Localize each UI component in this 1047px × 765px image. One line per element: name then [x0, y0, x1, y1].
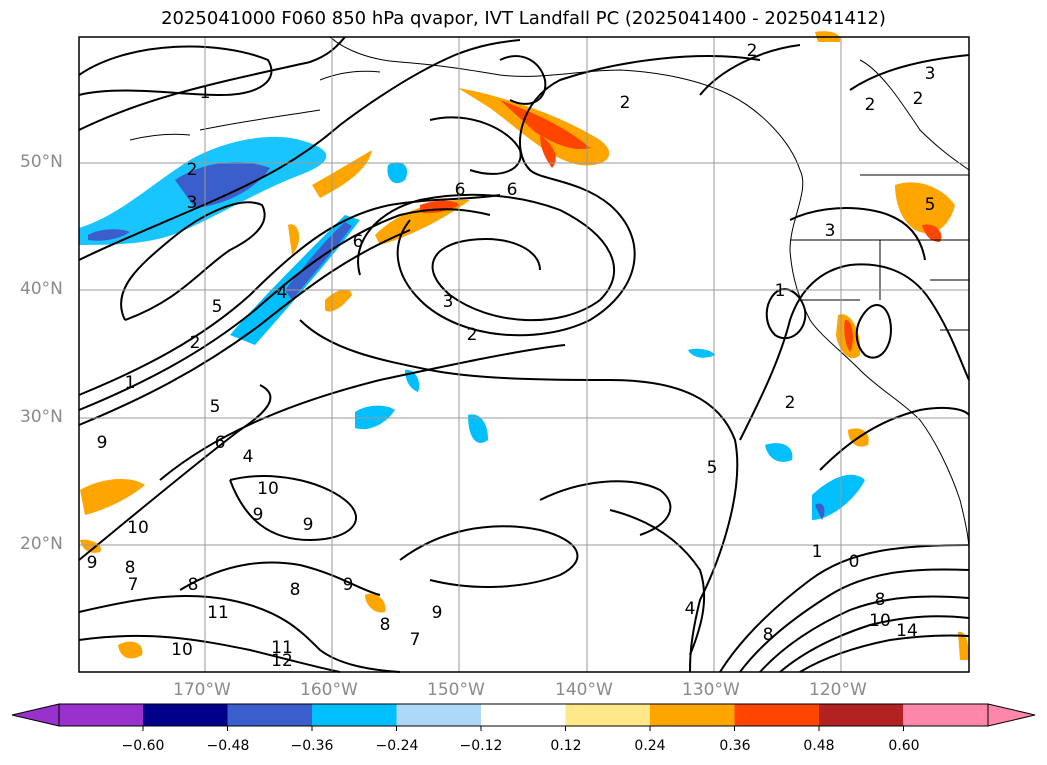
colorbar-segment [227, 704, 312, 726]
colorbar-segment [143, 704, 228, 726]
contour-label: 5 [210, 397, 221, 417]
contour-label: 5 [925, 195, 936, 215]
contour-label: 8 [875, 590, 886, 610]
contour-label: 4 [277, 283, 288, 303]
lat-label: 20°N [20, 534, 63, 554]
contour-label: 8 [188, 575, 199, 595]
contour-label: 8 [380, 615, 391, 635]
contour-label: 7 [128, 575, 139, 595]
map-area [79, 37, 969, 672]
contour-label: 2 [747, 41, 758, 61]
contour-label: 8 [125, 558, 136, 578]
contour-label: 9 [253, 505, 264, 525]
contour-label: 8 [763, 625, 774, 645]
contour-label: 1 [125, 373, 136, 393]
colorbar-tick-label: 0.24 [634, 738, 666, 754]
colorbar [11, 703, 1036, 731]
map-title: 2025041000 F060 850 hPa qvapor, IVT Land… [161, 8, 886, 29]
contour-label: 4 [685, 599, 696, 619]
colorbar-outline [58, 703, 989, 727]
contour-label: 1 [775, 281, 786, 301]
contour-label: 3 [443, 292, 454, 312]
contour-label: 10 [127, 518, 149, 538]
colorbar-segment [565, 704, 650, 726]
contour-label: 2 [785, 393, 796, 413]
contour-label: 6 [507, 180, 518, 200]
lat-label: 30°N [20, 407, 63, 427]
contour-label: 2 [865, 95, 876, 115]
colorbar-segment [481, 704, 566, 726]
contour-label: 3 [925, 64, 936, 84]
lon-label: 120°W [809, 680, 867, 700]
lon-label: 160°W [300, 680, 358, 700]
colorbar-tick-label: −0.48 [206, 738, 250, 754]
contour-label: 0 [849, 552, 860, 572]
colorbar-segment [819, 704, 904, 726]
colorbar-right-extend [987, 703, 1036, 727]
contour-label: 2 [913, 89, 924, 109]
contour-label: 11 [207, 603, 229, 623]
colorbar-left-extend [11, 703, 60, 727]
contour-label: 12 [271, 651, 293, 671]
lon-label: 130°W [682, 680, 740, 700]
contour-label: 4 [243, 447, 254, 467]
contour-label: 9 [343, 575, 354, 595]
contour-label: 11 [271, 638, 293, 658]
colorbar-segment [312, 704, 397, 726]
contour-label: 1 [812, 542, 823, 562]
colorbar-tick-label: −0.36 [290, 738, 334, 754]
colorbar-tick-label: −0.24 [375, 738, 419, 754]
contour-label: 6 [455, 180, 466, 200]
colorbar-segment [650, 704, 735, 726]
contour-label: 9 [303, 515, 314, 535]
contour-label: 9 [87, 553, 98, 573]
contour-label: 9 [97, 433, 108, 453]
contour-label: 2 [187, 160, 198, 180]
lon-label: 140°W [555, 680, 613, 700]
contour-label: 1 [200, 83, 211, 103]
contour-label: 10 [257, 479, 279, 499]
contour-label: 7 [410, 630, 421, 650]
contour-label: 6 [215, 433, 226, 453]
colorbar-segment [904, 704, 988, 726]
lon-label: 170°W [173, 680, 231, 700]
lat-label: 50°N [20, 152, 63, 172]
contour-label: 2 [467, 325, 478, 345]
graticule [79, 37, 969, 672]
contour-label: 8 [290, 580, 301, 600]
contour-label: 5 [707, 458, 718, 478]
contour-label: 2 [190, 333, 201, 353]
lon-label: 150°W [427, 680, 485, 700]
lat-label: 40°N [20, 279, 63, 299]
contour-label: 5 [212, 297, 223, 317]
colorbar-tick-label: 0.60 [888, 738, 920, 754]
contour-lines [78, 36, 970, 673]
colorbar-tick-label: 0.48 [803, 738, 835, 754]
map-frame [78, 36, 970, 673]
contour-label: 3 [187, 193, 198, 213]
contour-label: 10 [869, 611, 891, 631]
contour-label: 9 [432, 603, 443, 623]
contour-label: 3 [825, 221, 836, 241]
contour-label: 10 [171, 640, 193, 660]
coastlines [129, 36, 970, 551]
colorbar-tick-label: 0.12 [550, 738, 582, 754]
colorbar-tick-label: −0.60 [121, 738, 165, 754]
colorbar-tick-label: −0.12 [459, 738, 503, 754]
colorbar-tick-label: 0.36 [719, 738, 751, 754]
colorbar-segment [396, 704, 481, 726]
contour-label: 2 [620, 93, 631, 113]
contour-label: 6 [353, 232, 364, 252]
colorbar-segment [734, 704, 819, 726]
colorbar-segment [59, 704, 143, 726]
shading-layer [79, 31, 969, 660]
contour-label: 14 [896, 621, 918, 641]
